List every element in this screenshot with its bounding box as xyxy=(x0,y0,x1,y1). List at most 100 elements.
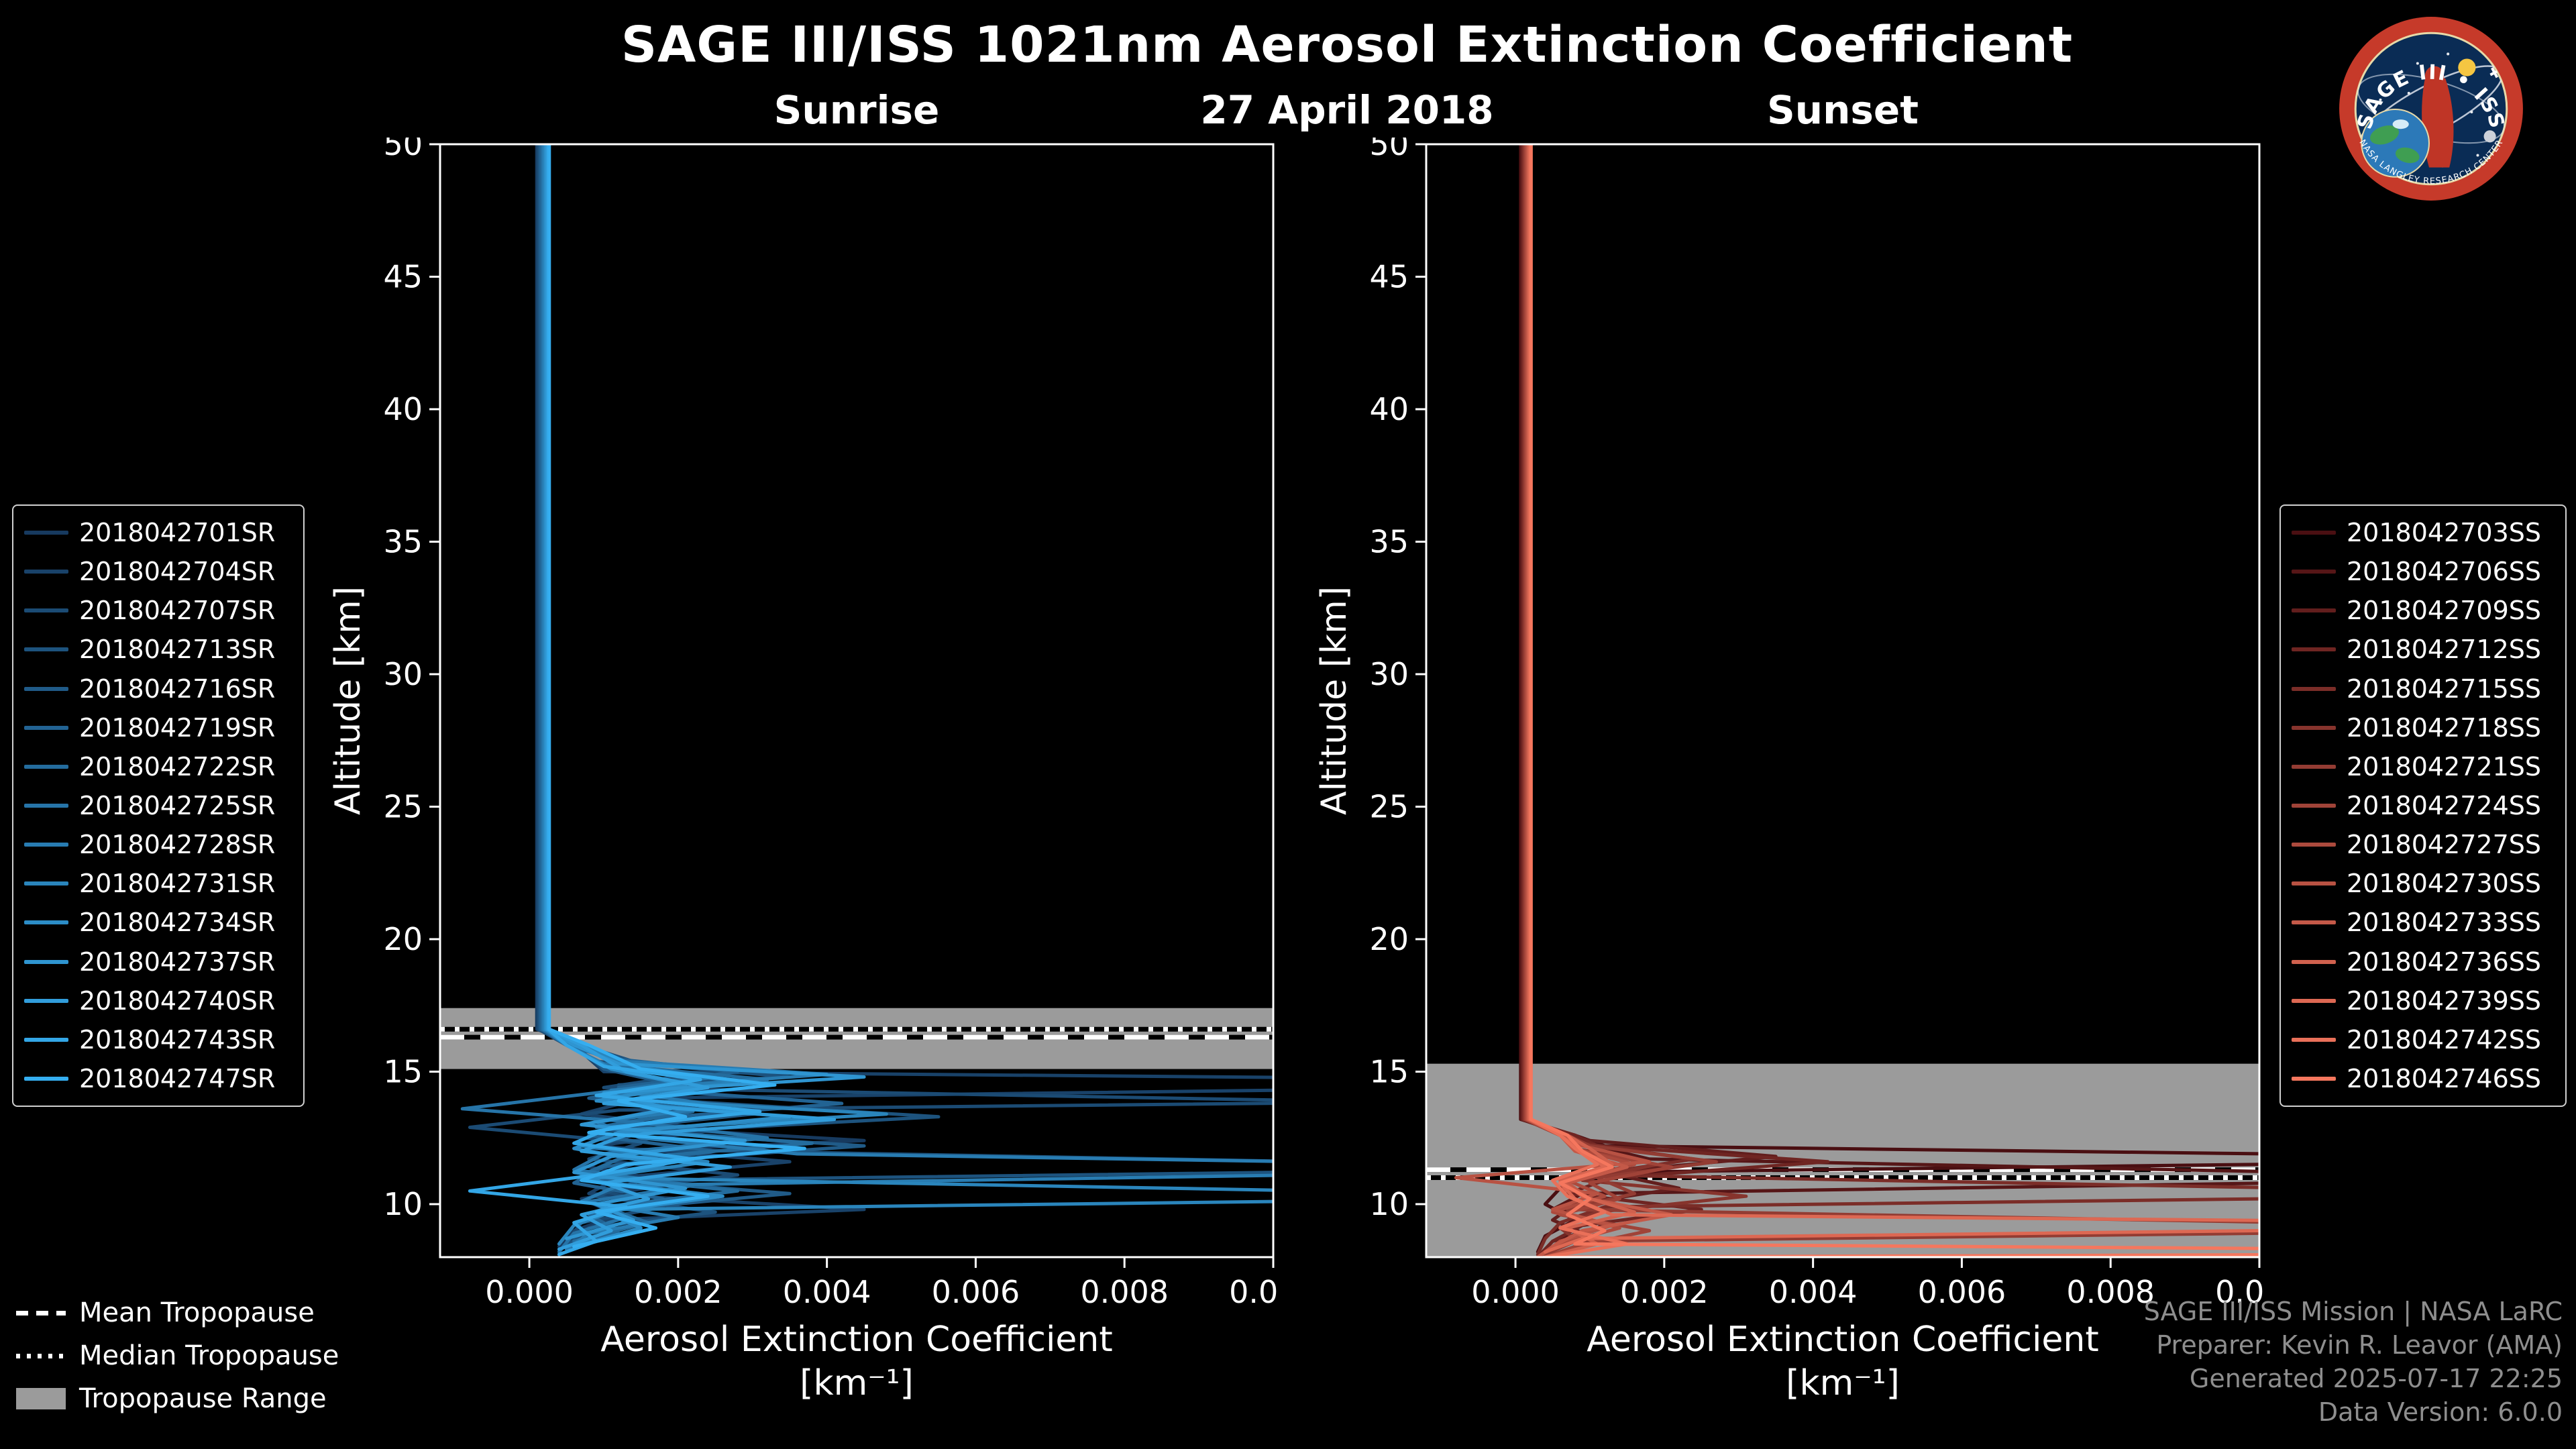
legend-line-swatch xyxy=(2292,803,2336,808)
legend-line-swatch xyxy=(2292,920,2336,925)
y-tick-label: 10 xyxy=(383,1186,423,1222)
legend-line-swatch xyxy=(24,647,68,652)
x-axis-units-label: [km⁻¹] xyxy=(800,1363,914,1403)
legend-line-swatch xyxy=(24,881,68,886)
legend-label: 2018042730SS xyxy=(2347,869,2542,899)
legend-label: 2018042722SR xyxy=(79,751,276,782)
legend-line-swatch xyxy=(24,843,68,847)
y-tick-label: 40 xyxy=(383,391,423,427)
footer-mission: SAGE III/ISS Mission | NASA LaRC xyxy=(2143,1297,2563,1326)
mean-tropopause-legend-item: Mean Tropopause xyxy=(16,1296,339,1330)
legend-item: 2018042743SR xyxy=(24,1021,292,1059)
legend-label: 2018042709SS xyxy=(2347,596,2542,626)
x-tick-label: 0.010 xyxy=(1229,1274,1280,1310)
y-tick-label: 45 xyxy=(383,259,423,295)
legend-item: 2018042703SS xyxy=(2292,514,2555,551)
legend-item: 2018042725SR xyxy=(24,787,292,824)
legend-line-swatch xyxy=(2292,998,2336,1003)
x-tick-label: 0.000 xyxy=(485,1274,574,1310)
legend-item: 2018042733SS xyxy=(2292,904,2555,941)
legend-label: 2018042734SR xyxy=(79,908,276,938)
legend-item: 2018042728SR xyxy=(24,826,292,863)
legend-item: 2018042715SS xyxy=(2292,670,2555,708)
legend-line-swatch xyxy=(24,570,68,574)
legend-item: 2018042736SS xyxy=(2292,943,2555,981)
logo-earth xyxy=(2361,109,2430,178)
median-tropopause-label: Median Tropopause xyxy=(79,1340,339,1371)
legend-label: 2018042740SR xyxy=(79,985,276,1016)
mean-tropopause-label: Mean Tropopause xyxy=(79,1297,315,1328)
tropopause-range-band xyxy=(1426,1063,2259,1257)
legend-item: 2018042739SS xyxy=(2292,982,2555,1020)
legend-line-swatch xyxy=(24,531,68,535)
y-axis-label: Altitude [km] xyxy=(328,586,368,815)
x-tick-label: 0.002 xyxy=(634,1274,722,1310)
y-tick-label: 15 xyxy=(383,1054,423,1090)
y-tick-label: 20 xyxy=(1369,921,1409,957)
page-title: SAGE III/ISS 1021nm Aerosol Extinction C… xyxy=(621,16,2074,74)
legend-line-swatch xyxy=(24,920,68,925)
footer-preparer: Preparer: Kevin R. Leavor (AMA) xyxy=(2156,1330,2563,1360)
legend-item: 2018042727SS xyxy=(2292,826,2555,863)
legend-line-swatch xyxy=(2292,570,2336,574)
legend-item: 2018042719SR xyxy=(24,709,292,747)
legend-label: 2018042701SR xyxy=(79,518,276,547)
y-tick-label: 25 xyxy=(1369,789,1409,825)
y-tick-label: 35 xyxy=(383,524,423,560)
x-tick-label: 0.004 xyxy=(783,1274,871,1310)
legend-line-swatch xyxy=(2292,531,2336,535)
x-tick-label: 0.006 xyxy=(932,1274,1020,1310)
sunset-plot: 0.000 0.002 0.004 0.006 0.008 0.010 10 15 20 25 30… xyxy=(1314,138,2266,1403)
y-tick-label: 15 xyxy=(1369,1054,1409,1090)
logo-sun xyxy=(2458,58,2476,76)
y-tick-label: 25 xyxy=(383,789,423,825)
tropopause-range-label: Tropopause Range xyxy=(79,1383,327,1414)
legend-label: 2018042719SR xyxy=(79,712,276,743)
legend-line-swatch xyxy=(24,608,68,613)
legend-line-swatch xyxy=(24,764,68,769)
logo-moon xyxy=(2483,130,2496,143)
legend-line-swatch xyxy=(2292,764,2336,769)
y-tick-label: 20 xyxy=(383,921,423,957)
legend-line-swatch xyxy=(2292,686,2336,691)
x-tick-label: 0.008 xyxy=(2066,1274,2155,1310)
tropopause-range-legend-item: Tropopause Range xyxy=(16,1382,339,1415)
plot-frame xyxy=(1425,143,2261,1258)
legend-item: 2018042721SS xyxy=(2292,748,2555,786)
legend-item: 2018042730SS xyxy=(2292,865,2555,902)
legend-label: 2018042733SS xyxy=(2347,908,2542,938)
legend-label: 2018042703SS xyxy=(2347,518,2542,547)
x-axis-units-label: [km⁻¹] xyxy=(1786,1363,1900,1403)
logo-figure xyxy=(2422,66,2454,168)
tropopause-legend: Mean Tropopause Median Tropopause Tropop… xyxy=(16,1296,339,1415)
aerosol-profile-line xyxy=(1529,144,2259,1257)
y-tick-label: 35 xyxy=(1369,524,1409,560)
legend-line-swatch xyxy=(24,1037,68,1042)
legend-item: 2018042722SR xyxy=(24,748,292,786)
y-tick-label: 10 xyxy=(1369,1186,1409,1222)
legend-item: 2018042709SS xyxy=(2292,592,2555,629)
legend-line-swatch xyxy=(2292,959,2336,964)
mission-logo: SAGE III • ISS NASA LANGLEY RESEARCH CEN… xyxy=(2333,11,2529,207)
x-tick-label: 0.004 xyxy=(1769,1274,1858,1310)
sunset-event-legend: 2018042703SS 2018042706SS 2018042709SS 2018… xyxy=(2279,504,2567,1107)
x-tick-label: 0.008 xyxy=(1080,1274,1169,1310)
legend-item: 2018042731SR xyxy=(24,865,292,902)
legend-line-swatch xyxy=(24,1076,68,1081)
legend-label: 2018042742SS xyxy=(2347,1024,2542,1055)
legend-line-swatch xyxy=(24,959,68,964)
legend-line-swatch xyxy=(2292,608,2336,613)
sunrise-event-legend: 2018042701SR 2018042704SR 2018042707SR 2018… xyxy=(12,504,305,1107)
legend-label: 2018042731SR xyxy=(79,869,276,899)
legend-item: 2018042742SS xyxy=(2292,1021,2555,1059)
dashed-line-swatch xyxy=(16,1310,66,1316)
legend-line-swatch xyxy=(2292,647,2336,652)
legend-label: 2018042727SS xyxy=(2347,830,2542,860)
x-tick-label: 0.010 xyxy=(2215,1274,2266,1310)
y-tick-label: 45 xyxy=(1369,259,1409,295)
page-date: 27 April 2018 xyxy=(1200,87,1494,133)
legend-label: 2018042712SS xyxy=(2347,635,2542,665)
legend-label: 2018042713SR xyxy=(79,635,276,665)
legend-item: 2018042712SS xyxy=(2292,631,2555,668)
footer-credits: SAGE III/ISS Mission | NASA LaRC Prepare… xyxy=(2144,1295,2563,1430)
